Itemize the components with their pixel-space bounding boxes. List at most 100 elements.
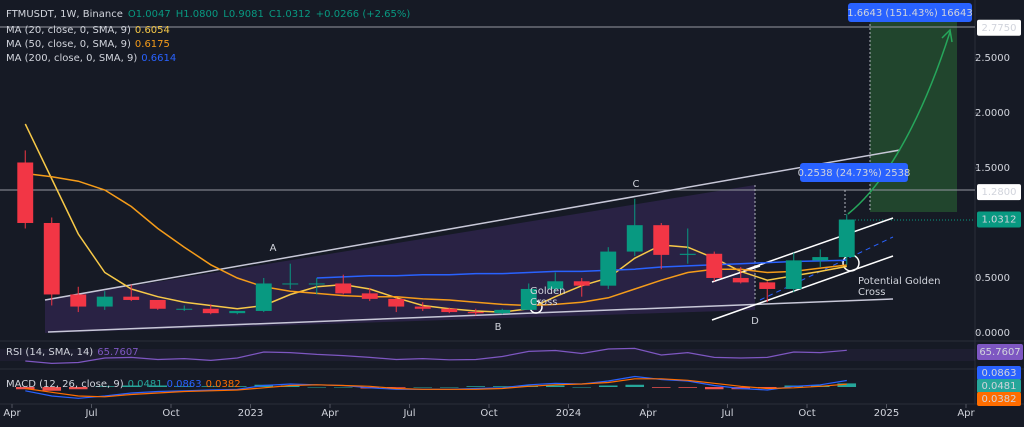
- legend-name: MA (50, close, 0, SMA, 9): [6, 39, 131, 50]
- x-tick-label: Apr: [3, 408, 21, 419]
- signal-value-label: 0.0382: [982, 394, 1017, 405]
- macd-histogram: [413, 387, 433, 388]
- candle-body: [335, 283, 352, 294]
- candle-body: [547, 281, 564, 289]
- candle-body: [414, 306, 431, 309]
- legend-value: 0.6614: [141, 53, 176, 64]
- candle-body: [149, 299, 166, 309]
- candle-body: [732, 277, 749, 283]
- macd-histogram: [386, 387, 406, 388]
- candle-body: [43, 222, 60, 295]
- macd-histogram: [572, 387, 592, 388]
- channel-line: [711, 255, 894, 321]
- candle-body: [759, 282, 776, 289]
- macd-histogram: [598, 385, 618, 387]
- signal-value: 0.0382: [206, 379, 241, 390]
- macd-histogram: [466, 386, 486, 387]
- macd-histogram: [121, 385, 141, 387]
- histogram-value-box: [977, 379, 1021, 393]
- macd-value: 0.0863: [167, 379, 202, 390]
- macd-histogram: [678, 387, 698, 388]
- legend-entry: MA (20, close, 0, SMA, 9) 0.6054: [6, 25, 170, 36]
- channel-mid: [759, 236, 894, 301]
- x-tick-label: 2024: [556, 408, 581, 419]
- annotation: Potential Golden: [858, 276, 940, 287]
- macd-histogram: [837, 383, 857, 387]
- macd-histogram: [651, 387, 671, 388]
- ohlc-value: +0.0266 (+2.65%): [316, 9, 411, 20]
- candle-body: [202, 308, 219, 314]
- y-tick-label: 0.0000: [975, 328, 1010, 339]
- macd-histogram: [439, 387, 459, 388]
- macd-histogram: [42, 387, 62, 391]
- annotation: C: [633, 179, 640, 190]
- x-tick-label: Oct: [162, 408, 179, 419]
- candle-body: [441, 308, 458, 313]
- macd-value-box: [977, 366, 1021, 380]
- channel-line: [711, 265, 761, 283]
- macd-value-label: 0.0863: [982, 368, 1017, 379]
- x-tick-label: 2023: [238, 408, 263, 419]
- y-tick-label: 2.0000: [975, 108, 1010, 119]
- macd-histogram: [201, 386, 221, 387]
- legend-value: 0.6175: [135, 39, 170, 50]
- level-box: [977, 19, 1021, 36]
- macd-histogram: [757, 387, 777, 389]
- ohlc-value: L0.9081: [223, 9, 264, 20]
- candle-body: [361, 293, 378, 299]
- candle-body: [494, 309, 511, 314]
- y-tick-label: 1.5000: [975, 163, 1010, 174]
- x-tick-label: 2025: [874, 408, 899, 419]
- annotation: Golden: [530, 286, 565, 297]
- macd-histogram: [280, 385, 300, 387]
- channel-shade: [45, 185, 755, 333]
- candle-body: [282, 283, 299, 285]
- candle-body: [679, 253, 696, 255]
- annotation: B: [495, 322, 502, 333]
- x-tick-label: Oct: [480, 408, 497, 419]
- annotation: D: [751, 316, 759, 327]
- candle-body: [600, 251, 617, 286]
- legend-entry: MA (50, close, 0, SMA, 9) 0.6175: [6, 39, 170, 50]
- candle-body: [70, 294, 87, 307]
- last-price-box: [977, 211, 1021, 228]
- x-tick-label: Jul: [84, 408, 97, 419]
- rsi-value: 65.7607: [97, 347, 138, 358]
- x-tick-label: Apr: [321, 408, 339, 419]
- candle-body: [308, 283, 325, 285]
- signal-value-box: [977, 392, 1021, 406]
- candle-body: [96, 296, 113, 307]
- macd-histogram: [15, 387, 35, 390]
- x-tick-label: Apr: [957, 408, 975, 419]
- ohlc-value: H1.0800: [176, 9, 219, 20]
- candle-body: [17, 162, 34, 223]
- rsi-line: [25, 347, 847, 365]
- signal-line: [25, 378, 847, 398]
- macd-histogram: [227, 386, 247, 387]
- last-price-label: 1.0312: [982, 215, 1017, 226]
- symbol: FTMUSDT, 1W, Binance: [6, 9, 123, 20]
- level-box: [977, 184, 1021, 201]
- macd-histogram: [545, 385, 565, 387]
- macd-histogram: [68, 387, 88, 390]
- rsi-name: RSI (14, SMA, 14): [6, 347, 93, 358]
- histogram-value: 0.0481: [128, 379, 163, 390]
- x-tick-label: Oct: [798, 408, 815, 419]
- macd-histogram: [333, 387, 353, 388]
- rsi-band: [0, 349, 975, 361]
- legend-name: MA (20, close, 0, SMA, 9): [6, 25, 131, 36]
- macd-histogram: [492, 386, 512, 387]
- macd-histogram: [704, 387, 724, 390]
- legend-value: 0.6054: [135, 25, 170, 36]
- legend-name: MA (200, close, 0, SMA, 9): [6, 53, 137, 64]
- macd-histogram: [307, 387, 327, 388]
- annotation: Cross: [530, 297, 557, 308]
- macd-histogram: [625, 384, 645, 387]
- arrow-head: [941, 28, 953, 43]
- candle-body: [838, 219, 855, 258]
- candle-body: [229, 310, 246, 314]
- ohlc-value: O1.0047: [128, 9, 171, 20]
- measure-box: [848, 3, 972, 22]
- x-tick-label: Jul: [720, 408, 733, 419]
